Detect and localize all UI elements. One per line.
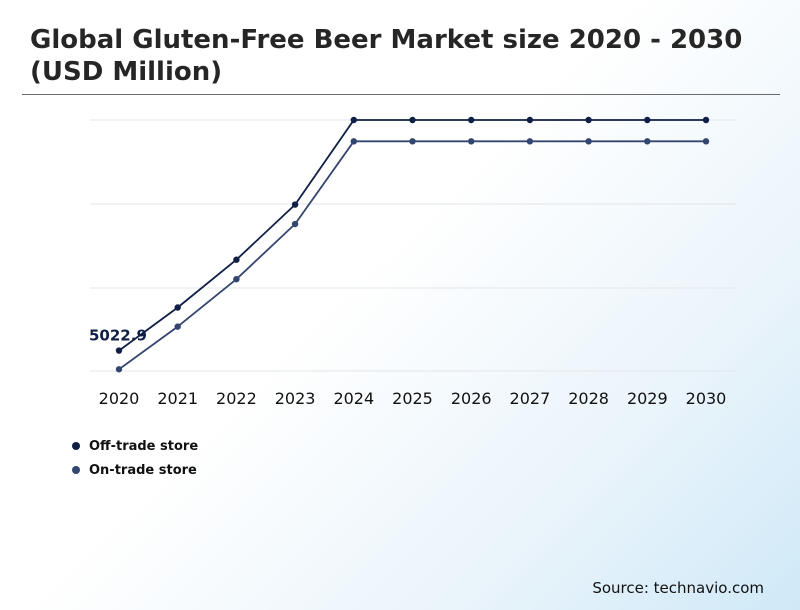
series-line-off-trade-store: [118, 119, 706, 352]
data-point-on-trade-store-2023[interactable]: [291, 220, 299, 228]
x-tick-label-2020: 2020: [99, 389, 140, 408]
legend-item-off-trade[interactable]: Off-trade store: [72, 434, 198, 458]
data-point-off-trade-store-2028[interactable]: [585, 116, 592, 124]
data-point-on-trade-store-2029[interactable]: [644, 138, 651, 145]
data-point-on-trade-store-2030[interactable]: [702, 138, 710, 145]
legend: Off-trade store On-trade store: [72, 434, 198, 482]
source-credit: Source: technavio.com: [592, 579, 764, 597]
data-annotations: 5022.9: [89, 327, 147, 345]
data-point-on-trade-store-2027[interactable]: [526, 138, 534, 145]
x-tick-label-2026: 2026: [451, 389, 492, 408]
series-lines: [118, 119, 706, 371]
data-point-off-trade-store-2020[interactable]: [115, 347, 123, 354]
data-point-on-trade-store-2026[interactable]: [468, 138, 475, 145]
data-point-off-trade-store-2021[interactable]: [174, 304, 181, 311]
legend-swatch-on-trade: [72, 466, 80, 474]
x-tick-label-2025: 2025: [392, 389, 433, 408]
chart-title: Global Gluten-Free Beer Market size 2020…: [30, 25, 743, 87]
title-divider: [22, 94, 780, 95]
data-point-off-trade-store-2026[interactable]: [468, 116, 475, 124]
x-tick-label-2021: 2021: [157, 389, 198, 408]
data-point-off-trade-store-2024[interactable]: [350, 116, 357, 124]
legend-swatch-off-trade: [72, 442, 80, 450]
data-point-on-trade-store-2024[interactable]: [350, 138, 357, 145]
data-point-on-trade-store-2022[interactable]: [233, 275, 240, 283]
data-point-on-trade-store-2020[interactable]: [115, 366, 123, 373]
data-point-off-trade-store-2030[interactable]: [702, 116, 710, 124]
data-point-off-trade-store-2029[interactable]: [644, 116, 651, 124]
series-line-on-trade-store: [118, 140, 706, 371]
data-point-off-trade-store-2023[interactable]: [291, 201, 299, 208]
data-point-on-trade-store-2028[interactable]: [585, 138, 592, 145]
data-label-0: 5022.9: [89, 327, 147, 345]
legend-label-off-trade: Off-trade store: [89, 438, 199, 454]
data-points: [115, 116, 710, 373]
gridlines: [90, 119, 736, 372]
data-point-on-trade-store-2021[interactable]: [174, 323, 181, 330]
x-tick-label-2029: 2029: [627, 389, 668, 408]
x-axis-ticks: 2020 2021 2022 2023 2024 2025 2026 2027 2028 2029…: [99, 389, 727, 408]
data-point-off-trade-store-2022[interactable]: [233, 256, 240, 263]
x-tick-label-2028: 2028: [568, 389, 609, 408]
x-tick-label-2023: 2023: [275, 389, 316, 408]
legend-item-on-trade[interactable]: On-trade store: [72, 458, 198, 482]
x-tick-label-2027: 2027: [510, 389, 551, 408]
x-tick-label-2022: 2022: [216, 389, 257, 408]
data-point-on-trade-store-2025[interactable]: [409, 138, 416, 145]
x-tick-label-2024: 2024: [333, 389, 374, 408]
legend-label-on-trade: On-trade store: [89, 462, 197, 478]
data-point-off-trade-store-2025[interactable]: [409, 116, 416, 124]
x-tick-label-2030: 2030: [686, 389, 727, 408]
data-point-off-trade-store-2027[interactable]: [526, 116, 534, 124]
